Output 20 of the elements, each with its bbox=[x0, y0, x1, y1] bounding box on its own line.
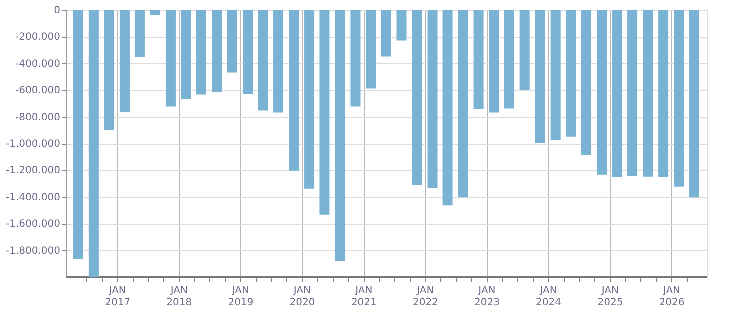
x-tick-label: JAN 2017 bbox=[105, 286, 131, 308]
y-tick-label: -1.600.000 bbox=[6, 219, 60, 230]
y-tick-label: -800.000 bbox=[16, 112, 60, 124]
x-tick-label: JAN 2024 bbox=[536, 286, 562, 308]
y-tick-label: -1.400.000 bbox=[6, 192, 60, 204]
x-tick-label: JAN 2022 bbox=[412, 286, 438, 308]
x-tick-label: JAN 2019 bbox=[228, 286, 254, 308]
x-tick-label: JAN 2023 bbox=[474, 286, 500, 308]
x-tick-label: JAN 2020 bbox=[290, 286, 316, 308]
y-tick-label: -1.000.000 bbox=[6, 139, 60, 150]
y-tick-label: 0 bbox=[54, 6, 60, 16]
x-tick-label: JAN 2026 bbox=[659, 286, 685, 308]
x-tick-label: JAN 2021 bbox=[351, 286, 377, 308]
y-tick-label: -1.200.000 bbox=[6, 166, 60, 177]
y-tick-label: -400.000 bbox=[16, 58, 60, 70]
y-tick-label: -200.000 bbox=[16, 32, 60, 44]
x-tick-label: JAN 2018 bbox=[166, 286, 192, 308]
y-tick-label: -600.000 bbox=[16, 86, 60, 97]
x-tick-label: JAN 2025 bbox=[598, 286, 624, 308]
y-tick-label: -1.800.000 bbox=[6, 246, 60, 257]
